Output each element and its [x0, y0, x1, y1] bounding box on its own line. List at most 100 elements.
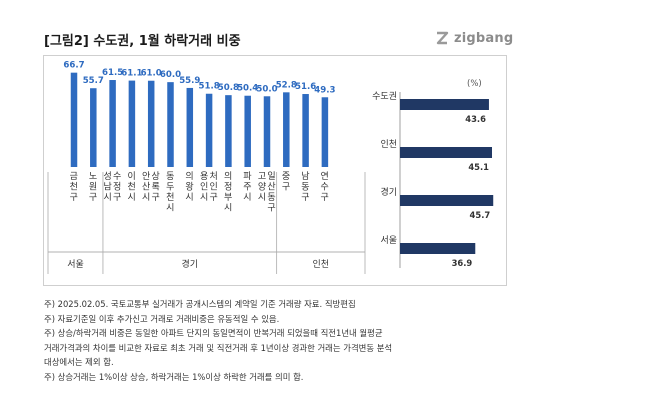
category-label-char: 금	[70, 171, 79, 182]
category-label-char: 일	[267, 171, 276, 182]
footnote-line: 주) 2025.02.05. 국토교통부 실거래가 공개시스템의 계약일 기준 …	[44, 299, 356, 309]
group-label: 인천	[313, 259, 330, 270]
category-label-char: 천	[128, 182, 137, 193]
logo-text: zigbang	[454, 30, 514, 46]
category-label-char: 동	[267, 192, 276, 203]
bar-value-label: 60.0	[160, 70, 181, 80]
category-label-char: 시	[128, 192, 137, 203]
category-label-char: 양	[258, 182, 267, 193]
district-decline-share-chart: 66.7금 천 구55.7노 원 구61.5성 남 시수 정 구61.1이 천 시61.0안 산 시상 록…	[47, 61, 366, 274]
bar	[186, 87, 194, 167]
bar-value-label: 55.9	[179, 76, 200, 86]
category-label: 인천	[380, 139, 397, 150]
bar-value-label: 61.1	[121, 69, 142, 79]
bar-value-label: 51.6	[295, 82, 316, 92]
category-label-char: 남	[301, 171, 310, 182]
category-label-char: 수	[113, 171, 122, 182]
category-label-char: 남	[103, 182, 112, 193]
group-label: 서울	[67, 259, 84, 270]
bar	[167, 82, 174, 167]
category-label-char: 노	[89, 171, 98, 182]
category-label: 서울	[380, 235, 397, 246]
bar	[225, 95, 232, 167]
category-label-char: 부	[224, 192, 233, 203]
bar-value-label: 51.8	[198, 82, 219, 92]
category-label-char: 시	[185, 192, 194, 203]
category-label: 경기	[380, 186, 397, 198]
category-label-char: 원	[89, 182, 98, 193]
category-label-char: 구	[113, 192, 122, 203]
category-label-char: 천	[166, 192, 175, 203]
category-label-char: 의	[185, 171, 194, 182]
region-decline-share-chart: (%) 43.6 수도권 45.1 인천 45.7 경기 36.9 서울	[372, 79, 494, 268]
bar	[128, 80, 136, 167]
bar-value-label: 50.8	[218, 83, 239, 93]
bar	[244, 95, 251, 167]
category-label-char: 구	[70, 192, 79, 203]
bar-value-label: 36.9	[452, 258, 473, 268]
category-label-char: 의	[224, 171, 233, 182]
bar	[400, 147, 493, 158]
bar	[400, 195, 494, 206]
category-label-char: 천	[70, 182, 79, 193]
category-label-char: 동	[301, 182, 310, 193]
bar-value-label: 61.5	[102, 68, 123, 78]
category-label-char: 구	[89, 192, 98, 203]
bar	[283, 92, 290, 167]
category-label-char: 산	[142, 182, 151, 193]
footnote-line: 대상에서는 제외 함.	[44, 357, 114, 367]
category-label-char: 시	[243, 192, 252, 203]
category-label-char: 산	[267, 182, 276, 193]
category-label-char: 주	[243, 182, 252, 193]
category-label-char: 용	[200, 171, 209, 182]
figure-title: [그림2] 수도권, 1월 하락거래 비중	[44, 34, 241, 49]
category-label-char: 중	[282, 171, 291, 182]
footnote-line: 거래가격과의 차이를 비교한 자료로 최초 거래 및 직전거래 후 1년이상 경…	[44, 342, 393, 353]
category-label-char: 시	[224, 203, 233, 214]
bar-value-label: 49.3	[314, 85, 335, 95]
unit-label: (%)	[467, 79, 482, 89]
category-label-char: 록	[152, 182, 161, 193]
category-label-char: 시	[103, 192, 112, 203]
bar-value-label: 50.0	[256, 84, 277, 94]
bar	[70, 72, 78, 167]
bar	[147, 80, 155, 167]
category-label-char: 고	[258, 172, 267, 182]
category-label-char: 시	[200, 192, 209, 203]
bar	[263, 96, 271, 167]
category-label-char: 수	[321, 182, 330, 193]
bar-value-label: 45.1	[468, 162, 489, 172]
category-label-char: 두	[166, 182, 175, 193]
category-label-char: 시	[166, 203, 175, 214]
group-label: 경기	[182, 258, 199, 270]
category-label-char: 왕	[185, 182, 194, 193]
zigbang-logo-icon	[436, 31, 449, 45]
bar-value-label: 61.0	[141, 69, 162, 79]
category-label-char: 처	[209, 170, 218, 182]
footnote-line: 주) 상승거래는 1%이상 상승, 하락거래는 1%이상 하락한 거래를 의미 …	[44, 371, 304, 382]
category-label-char: 구	[301, 192, 310, 203]
category-label-char: 시	[258, 192, 267, 203]
bar	[400, 243, 476, 254]
category-label-char: 인	[200, 182, 209, 193]
category-label-char: 정	[224, 182, 233, 193]
category-label-char: 이	[128, 171, 137, 182]
category-label-char: 안	[142, 171, 151, 182]
bar	[400, 99, 489, 110]
bar-value-label: 55.7	[83, 76, 104, 86]
category-label-char: 시	[142, 192, 151, 203]
bar	[302, 94, 309, 167]
bar	[321, 97, 329, 167]
